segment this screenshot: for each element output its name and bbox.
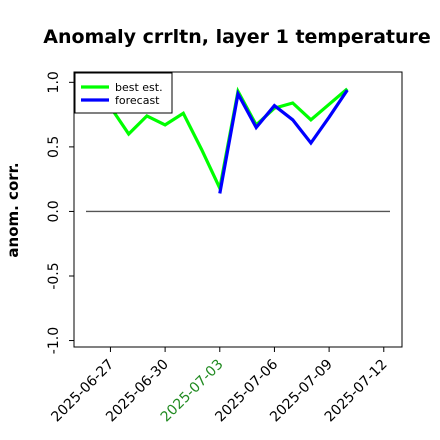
chart-title: Anomaly crrltn, layer 1 temperature bbox=[43, 26, 431, 48]
plot-frame bbox=[73, 71, 403, 348]
y-tick-label: 1.0 bbox=[46, 71, 62, 93]
y-axis-label: anom. corr. bbox=[4, 162, 22, 257]
y-tick-label: 0.5 bbox=[46, 136, 62, 158]
legend-label: best est. bbox=[115, 81, 163, 94]
legend-label: forecast bbox=[115, 94, 160, 107]
y-tick-label: -0.5 bbox=[46, 262, 62, 289]
legend-box bbox=[74, 72, 173, 114]
y-tick-label: -1.0 bbox=[46, 327, 62, 354]
y-tick-label: 0.0 bbox=[46, 200, 62, 222]
series-line-forecast bbox=[218, 89, 349, 194]
plot-area: -1.0-0.50.00.51.02025-06-272025-06-30202… bbox=[46, 71, 403, 425]
